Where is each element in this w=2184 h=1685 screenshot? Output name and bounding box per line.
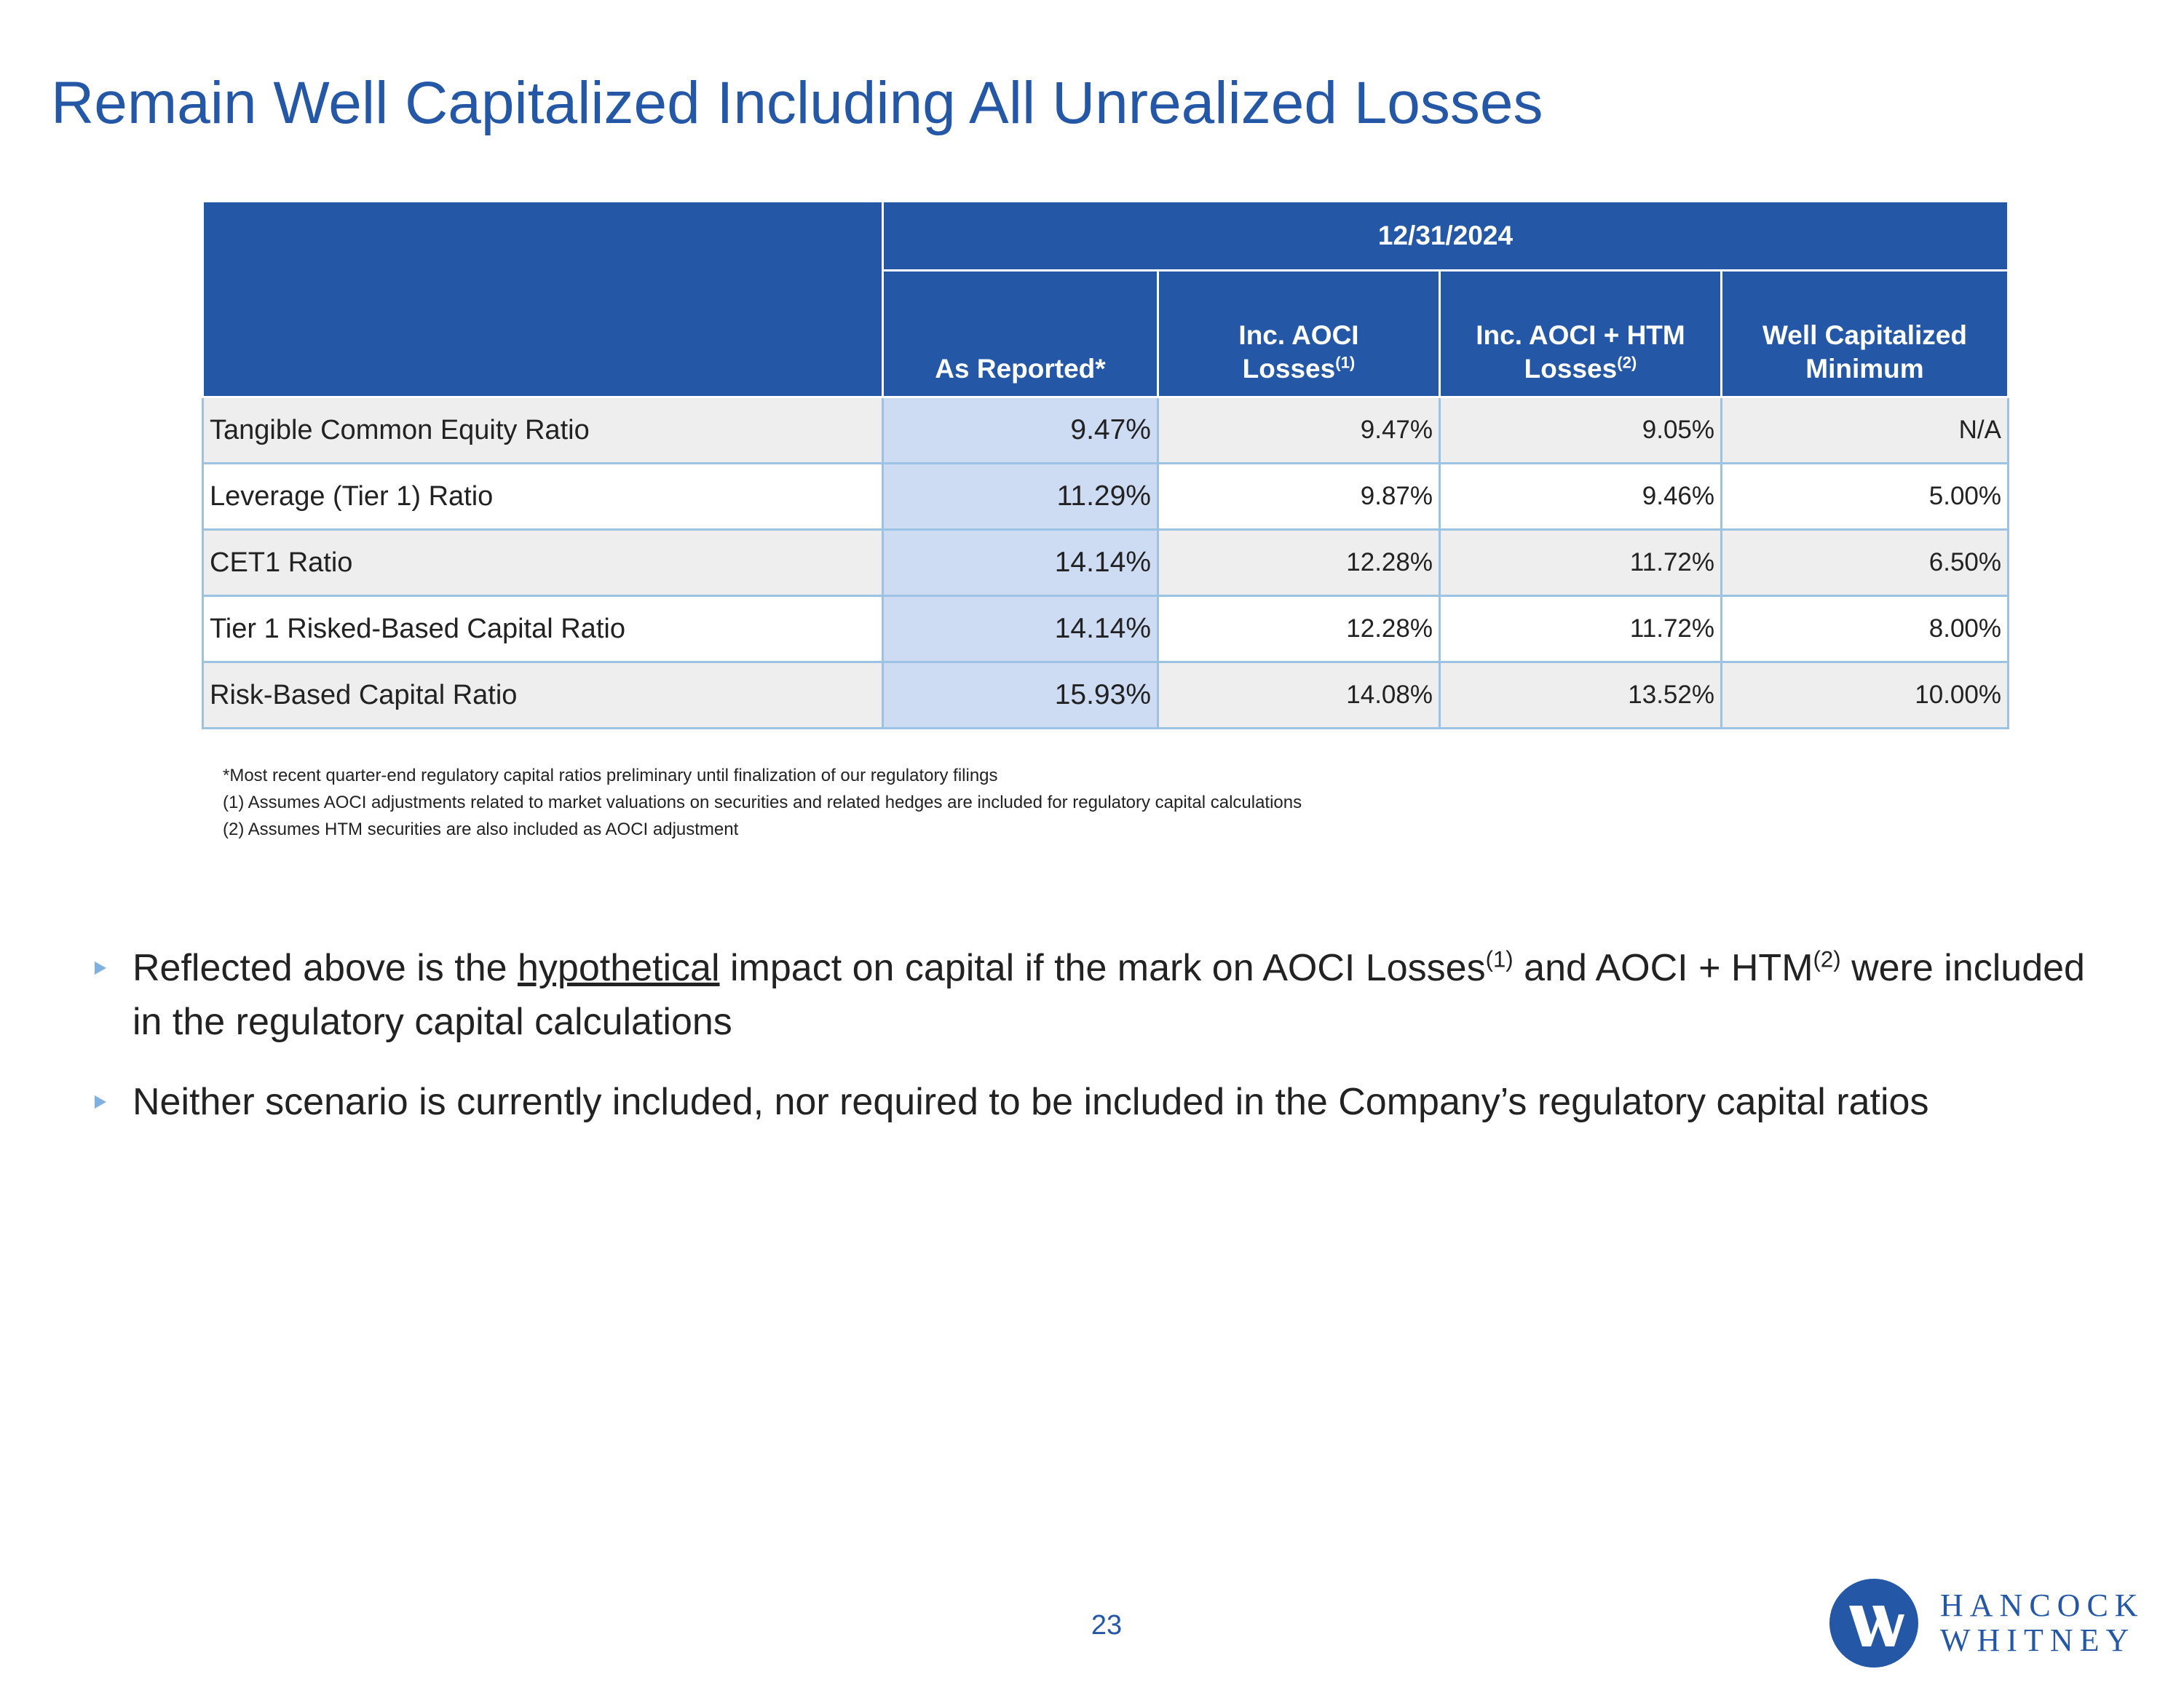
emphasis: hypothetical <box>518 947 720 989</box>
cell-value: 10.00% <box>1720 661 2009 729</box>
table-row: Risk-Based Capital Ratio 15.93% 14.08% 13.5… <box>202 661 2009 729</box>
period-header: 12/31/2024 <box>882 200 2009 271</box>
row-label: Tier 1 Risked-Based Capital Ratio <box>202 595 884 663</box>
logo-mark <box>1829 1579 1918 1668</box>
row-label: CET1 Ratio <box>202 528 884 597</box>
footnote-ref: (1) <box>1485 946 1514 972</box>
footnote-ref: (1) <box>1335 353 1356 372</box>
logo-text: WHITNEY <box>1940 1622 2136 1658</box>
bullet-text: and AOCI + HTM <box>1513 947 1813 989</box>
header-line: Inc. AOCI <box>1160 319 1438 352</box>
cell-value: 14.08% <box>1157 661 1441 729</box>
table-row: Tangible Common Equity Ratio 9.47% 9.47% 9.… <box>202 396 2009 464</box>
bullet-text: impact on capital if the mark on AOCI Lo… <box>719 947 1486 989</box>
column-header: Inc. AOCI Losses(1) <box>1157 269 1441 398</box>
header-text: Inc. AOCI + HTM <box>1476 320 1685 350</box>
capital-table: 12/31/2024 As Reported* Inc. AOCI Losses(1)… <box>202 200 2009 729</box>
cell-value: 13.52% <box>1439 661 1722 729</box>
bullet: Neither scenario is currently included, … <box>95 1075 2098 1129</box>
header-text: Minimum <box>1805 354 1924 384</box>
row-label: Tangible Common Equity Ratio <box>202 396 884 464</box>
header-line: Minimum <box>1723 352 2006 386</box>
footnote: (1) Assumes AOCI adjustments related to … <box>223 793 1302 812</box>
header-row: 12/31/2024 <box>202 200 2009 398</box>
header-line: Inc. AOCI + HTM <box>1441 319 1720 352</box>
header-line: Losses(2) <box>1441 352 1720 386</box>
table-row: Tier 1 Risked-Based Capital Ratio 14.14% 1… <box>202 595 2009 663</box>
cell-value: 15.93% <box>882 661 1159 729</box>
bullet-text: Neither scenario is currently included, … <box>132 1081 1929 1123</box>
header-line: Losses(1) <box>1160 352 1438 386</box>
header-text: Inc. AOCI <box>1238 320 1359 350</box>
cell-value: 8.00% <box>1720 595 2009 663</box>
cell-value: 12.28% <box>1157 595 1441 663</box>
cell-value: N/A <box>1720 396 2009 464</box>
bullet: Reflected above is the hypothetical impa… <box>95 941 2098 1049</box>
footnote: (2) Assumes HTM securities are also incl… <box>223 820 739 839</box>
header-text: As Reported* <box>935 354 1106 384</box>
header-blank <box>202 200 884 398</box>
column-header: Inc. AOCI + HTM Losses(2) <box>1439 269 1722 398</box>
cell-value: 12.28% <box>1157 528 1441 597</box>
cell-value: 6.50% <box>1720 528 2009 597</box>
cell-value: 5.00% <box>1720 462 2009 531</box>
footnote: *Most recent quarter-end regulatory capi… <box>223 766 998 785</box>
table-row: CET1 Ratio 14.14% 12.28% 11.72% 6.50% <box>202 528 2009 597</box>
cell-value: 14.14% <box>882 595 1159 663</box>
row-label: Leverage (Tier 1) Ratio <box>202 462 884 531</box>
cell-value: 14.14% <box>882 528 1159 597</box>
column-header: Well Capitalized Minimum <box>1720 269 2009 398</box>
footnote-ref: (2) <box>1813 946 1841 972</box>
cell-value: 9.47% <box>882 396 1159 464</box>
bullet-marker <box>95 962 106 975</box>
header-text: Losses <box>1242 354 1336 384</box>
cell-value: 9.47% <box>1157 396 1441 464</box>
cell-value: 9.46% <box>1439 462 1722 531</box>
footnote-ref: (2) <box>1617 353 1637 372</box>
cell-value: 11.29% <box>882 462 1159 531</box>
header-row: As Reported* Inc. AOCI Losses(1) Inc. AOCI … <box>203 269 2009 398</box>
table-row: Leverage (Tier 1) Ratio 11.29% 9.87% 9.46% 5… <box>202 462 2009 531</box>
header-text: Well Capitalized <box>1762 320 1967 350</box>
bullet-text: were included in the regulatory capital … <box>132 947 2085 1043</box>
cell-value: 9.05% <box>1439 396 1722 464</box>
header-text: Losses <box>1524 354 1618 384</box>
page-number: 23 <box>1091 1610 1123 1641</box>
cell-value: 11.72% <box>1439 595 1722 663</box>
title: Remain Well Capitalized Including All Un… <box>51 70 1543 136</box>
cell-value: 9.87% <box>1157 462 1441 531</box>
logo-text: HANCOCK <box>1940 1587 2145 1623</box>
column-header: As Reported* <box>882 269 1159 398</box>
header-line: As Reported* <box>885 352 1156 386</box>
bullet-text: Reflected above is the <box>132 947 518 989</box>
cell-value: 11.72% <box>1439 528 1722 597</box>
bullet-marker <box>95 1095 106 1109</box>
row-label: Risk-Based Capital Ratio <box>202 661 884 729</box>
header-line: Well Capitalized <box>1723 319 2006 352</box>
